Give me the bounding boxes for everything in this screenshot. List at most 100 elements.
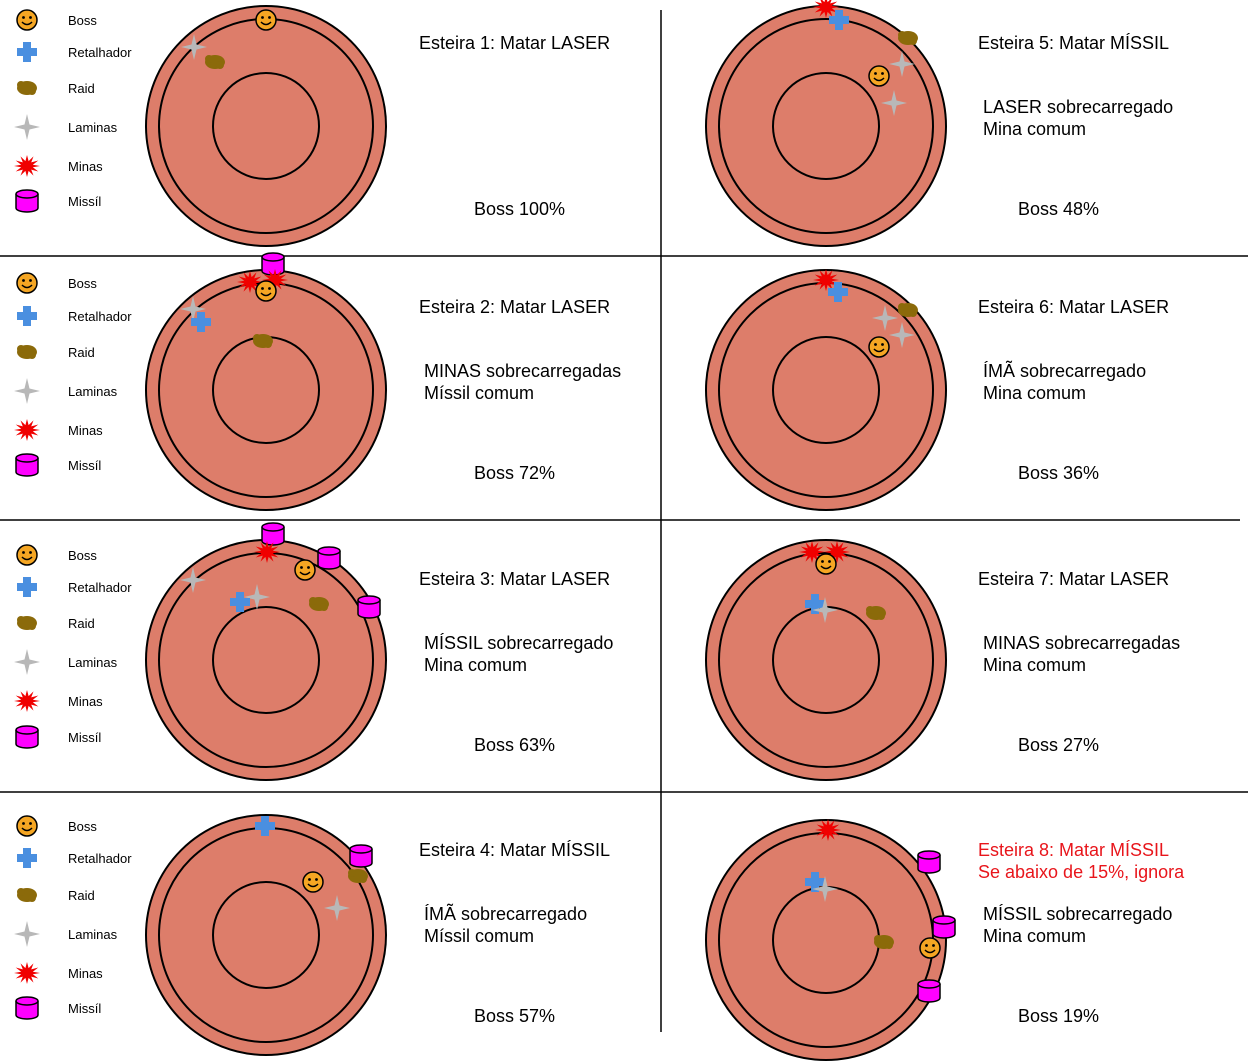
boss-icon [919, 937, 941, 959]
legend-label-minas: Minas [68, 159, 103, 174]
legend-label-raid: Raid [68, 345, 95, 360]
legend-label-missil: Missíl [68, 1001, 101, 1016]
raid-icon [17, 81, 37, 95]
boss-health: Boss 57% [474, 1006, 555, 1026]
raid-icon [348, 869, 368, 883]
laminas-icon [889, 51, 915, 77]
panel-note: MÍSSIL sobrecarregado [983, 904, 1172, 924]
laminas-icon [14, 649, 40, 675]
boss-icon [294, 559, 316, 581]
minas-icon [799, 541, 825, 563]
raid-icon [17, 888, 37, 902]
panel-note: Míssil comum [424, 383, 534, 403]
minas-icon [14, 419, 40, 441]
minas-icon [813, 269, 839, 291]
arena-outer-ring [705, 819, 947, 1061]
legend-label-retalhador: Retalhador [68, 851, 132, 866]
retalhador-icon [191, 312, 211, 332]
arena-middle-ring [718, 18, 934, 234]
minas-icon [824, 541, 850, 563]
panel-title: Esteira 2: Matar LASER [419, 297, 610, 317]
legend-label-raid: Raid [68, 888, 95, 903]
boss-icon [255, 280, 277, 302]
panel-note: Míssil comum [424, 926, 534, 946]
retalhador-icon [829, 10, 849, 30]
legend-label-boss: Boss [68, 548, 97, 563]
missil-icon [15, 189, 39, 213]
arena-inner-ring [772, 336, 880, 444]
boss-icon [815, 553, 837, 575]
missil-icon [349, 844, 373, 868]
raid-icon [898, 31, 918, 45]
minas-icon [815, 819, 841, 841]
legend-label-minas: Minas [68, 694, 103, 709]
boss-icon [16, 815, 38, 837]
missil-icon [317, 546, 341, 570]
panel-subtitle: Se abaixo de 15%, ignora [978, 862, 1185, 882]
panel-title: Esteira 1: Matar LASER [419, 33, 610, 53]
raid-icon [253, 334, 273, 348]
retalhador-icon [17, 42, 37, 62]
legend-label-missil: Missíl [68, 194, 101, 209]
panel-note: Mina comum [983, 383, 1086, 403]
arena-outer-ring [145, 269, 387, 511]
retalhador-icon [805, 594, 825, 614]
laminas-icon [180, 296, 206, 322]
legend-label-laminas: Laminas [68, 384, 118, 399]
legend-label-missil: Missíl [68, 458, 101, 473]
boss-icon [16, 272, 38, 294]
boss-health: Boss 100% [474, 199, 565, 219]
boss-icon [302, 871, 324, 893]
arena-inner-ring [212, 72, 320, 180]
panel-note: Mina comum [983, 119, 1086, 139]
missil-icon [917, 850, 941, 874]
missil-icon [917, 979, 941, 1003]
laminas-icon [324, 895, 350, 921]
panel-note: Mina comum [424, 655, 527, 675]
panel-note: MINAS sobrecarregadas [983, 633, 1180, 653]
arena-middle-ring [718, 552, 934, 768]
panel-title: Esteira 4: Matar MÍSSIL [419, 840, 610, 860]
arena-inner-ring [212, 606, 320, 714]
legend-label-boss: Boss [68, 13, 97, 28]
laminas-icon [872, 305, 898, 331]
legend-label-laminas: Laminas [68, 120, 118, 135]
arena-outer-ring [145, 539, 387, 781]
boss-health: Boss 48% [1018, 199, 1099, 219]
laminas-icon [180, 567, 206, 593]
raid-icon [866, 606, 886, 620]
legend-label-retalhador: Retalhador [68, 580, 132, 595]
raid-icon [205, 55, 225, 69]
boss-health: Boss 63% [474, 735, 555, 755]
minas-icon [14, 155, 40, 177]
raid-icon [898, 303, 918, 317]
panel-note: Mina comum [983, 926, 1086, 946]
legend-label-minas: Minas [68, 966, 103, 981]
missil-icon [932, 915, 956, 939]
legend-label-laminas: Laminas [68, 655, 118, 670]
minas-icon [14, 962, 40, 984]
minas-icon [262, 269, 288, 291]
missil-icon [261, 522, 285, 546]
boss-icon [868, 65, 890, 87]
boss-health: Boss 72% [474, 463, 555, 483]
boss-health: Boss 27% [1018, 735, 1099, 755]
legend-label-retalhador: Retalhador [68, 309, 132, 324]
boss-health: Boss 36% [1018, 463, 1099, 483]
raid-icon [874, 935, 894, 949]
laminas-icon [812, 876, 838, 902]
panel-note: Mina comum [983, 655, 1086, 675]
missil-icon [15, 996, 39, 1020]
panel-note: LASER sobrecarregado [983, 97, 1173, 117]
panel-title: Esteira 3: Matar LASER [419, 569, 610, 589]
panel-note: MÍSSIL sobrecarregado [424, 633, 613, 653]
minas-icon [254, 541, 280, 563]
legend-label-minas: Minas [68, 423, 103, 438]
panel-title: Esteira 6: Matar LASER [978, 297, 1169, 317]
arena-outer-ring [145, 5, 387, 247]
legend-label-raid: Raid [68, 616, 95, 631]
laminas-icon [14, 921, 40, 947]
arena-inner-ring [212, 881, 320, 989]
panel-note: MINAS sobrecarregadas [424, 361, 621, 381]
